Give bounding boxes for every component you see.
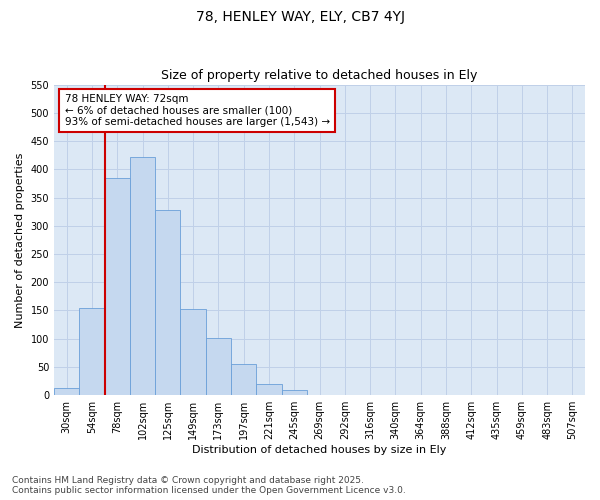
Bar bbox=[181, 309, 206, 395]
Y-axis label: Number of detached properties: Number of detached properties bbox=[15, 152, 25, 328]
Bar bbox=[256, 384, 281, 395]
Text: 78, HENLEY WAY, ELY, CB7 4YJ: 78, HENLEY WAY, ELY, CB7 4YJ bbox=[196, 10, 404, 24]
Bar bbox=[104, 178, 130, 395]
Bar bbox=[231, 364, 256, 395]
Title: Size of property relative to detached houses in Ely: Size of property relative to detached ho… bbox=[161, 69, 478, 82]
Bar bbox=[281, 390, 307, 395]
Bar bbox=[54, 388, 79, 395]
Bar bbox=[130, 157, 155, 395]
Text: 78 HENLEY WAY: 72sqm
← 6% of detached houses are smaller (100)
93% of semi-detac: 78 HENLEY WAY: 72sqm ← 6% of detached ho… bbox=[65, 94, 330, 127]
Bar bbox=[206, 338, 231, 395]
X-axis label: Distribution of detached houses by size in Ely: Distribution of detached houses by size … bbox=[193, 445, 447, 455]
Text: Contains HM Land Registry data © Crown copyright and database right 2025.
Contai: Contains HM Land Registry data © Crown c… bbox=[12, 476, 406, 495]
Bar bbox=[155, 210, 181, 395]
Bar bbox=[79, 308, 104, 395]
